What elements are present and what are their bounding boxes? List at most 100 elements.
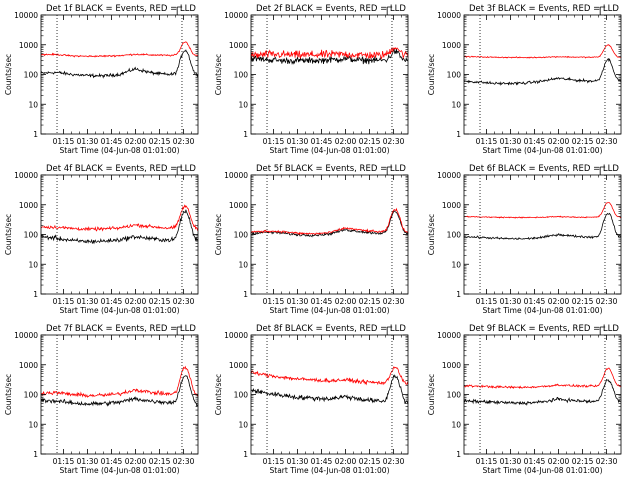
x-tick-label: 01:30	[500, 137, 522, 146]
y-tick-label: 10	[238, 260, 248, 269]
y-axis-label: Counts/sec	[4, 214, 13, 255]
y-tick-label: 10	[28, 260, 38, 269]
x-tick-label: 02:30	[383, 297, 405, 306]
y-axis-label: Counts/sec	[427, 374, 436, 415]
x-tick-label: 02:30	[173, 137, 195, 146]
detector-panel-5: Det 5f BLACK = Events, RED = LLD 1 10 100 10…	[214, 164, 409, 315]
y-axis-label: Counts/sec	[214, 214, 223, 255]
x-tick-label: 02:00	[335, 137, 357, 146]
y-tick-label: 1	[33, 290, 38, 299]
flare-marker	[599, 6, 606, 15]
series-line-events	[40, 209, 199, 245]
y-tick-label: 10	[451, 260, 461, 269]
y-axis-label: Counts/sec	[4, 54, 13, 95]
series-line-lld	[250, 366, 409, 386]
detector-panel-8: Det 8f BLACK = Events, RED = LLD 1 10 100 10…	[214, 324, 409, 475]
x-tick-label: 01:15	[53, 297, 75, 306]
y-axis-label: Counts/sec	[214, 374, 223, 415]
x-axis-label: Start Time (04-Jun-08 01:01:00)	[270, 466, 390, 475]
detector-panel-2: Det 2f BLACK = Events, RED = LLD 1 10 100 10…	[214, 4, 409, 155]
x-tick-label: 01:30	[287, 137, 309, 146]
y-tick-label: 1	[243, 450, 248, 459]
y-tick-label: 1	[33, 450, 38, 459]
panel-title: Det 4f BLACK = Events, RED = LLD	[46, 164, 196, 174]
x-axis-label: Start Time (04-Jun-08 01:01:00)	[60, 146, 180, 155]
series-line-events	[40, 375, 199, 408]
series-line-lld	[40, 41, 199, 58]
y-tick-label: 1	[243, 290, 248, 299]
x-tick-label: 01:45	[311, 137, 333, 146]
x-tick-label: 02:15	[572, 457, 594, 466]
series-line-events	[250, 47, 409, 65]
detector-panel-6: Det 6f BLACK = Events, RED = LLD 1 10 100 10…	[427, 164, 622, 315]
y-axis-label: Counts/sec	[214, 54, 223, 95]
x-tick-label: 02:15	[149, 137, 171, 146]
x-tick-label: 01:45	[524, 137, 546, 146]
y-tick-label: 100	[24, 231, 39, 240]
plot-frame	[250, 14, 409, 135]
detector-panel-4: Det 4f BLACK = Events, RED = LLD 1 10 100 10…	[4, 164, 199, 315]
detector-panel-1: Det 1f BLACK = Events, RED = LLD 1 10 100 10…	[4, 4, 199, 155]
x-tick-label: 01:45	[524, 457, 546, 466]
flare-marker	[176, 166, 183, 175]
flare-marker	[599, 166, 606, 175]
x-tick-label: 02:30	[596, 137, 618, 146]
x-tick-label: 01:15	[263, 457, 285, 466]
y-tick-label: 100	[234, 391, 249, 400]
x-tick-label: 01:30	[287, 297, 309, 306]
y-tick-label: 1000	[229, 361, 248, 370]
series-line-events	[250, 374, 409, 405]
plot-frame	[463, 174, 622, 295]
y-tick-label: 100	[234, 71, 249, 80]
x-tick-label: 02:15	[572, 297, 594, 306]
y-tick-label: 1000	[229, 41, 248, 50]
series-line-events	[463, 378, 622, 406]
x-tick-label: 01:30	[500, 457, 522, 466]
series-line-lld	[463, 44, 621, 59]
x-tick-label: 01:30	[500, 297, 522, 306]
series-line-lld	[463, 202, 622, 219]
series-line-lld	[250, 207, 409, 236]
x-tick-label: 02:30	[173, 297, 195, 306]
y-tick-label: 1000	[442, 201, 461, 210]
x-tick-label: 02:15	[149, 457, 171, 466]
panel-title: Det 3f BLACK = Events, RED = LLD	[469, 4, 619, 14]
y-tick-label: 10000	[224, 331, 248, 340]
y-tick-label: 1	[456, 130, 461, 139]
y-tick-label: 1000	[19, 361, 38, 370]
x-tick-label: 01:45	[101, 297, 123, 306]
y-tick-label: 10	[28, 100, 38, 109]
plot-frame	[463, 14, 622, 135]
plot-frame	[250, 174, 409, 295]
y-tick-label: 100	[24, 391, 39, 400]
x-tick-label: 02:30	[596, 457, 618, 466]
x-axis-label: Start Time (04-Jun-08 01:01:00)	[60, 466, 180, 475]
x-tick-label: 01:45	[311, 297, 333, 306]
x-tick-label: 02:00	[125, 297, 147, 306]
detector-panel-3: Det 3f BLACK = Events, RED = LLD 1 10 100 10…	[427, 4, 622, 155]
flare-marker	[599, 326, 606, 335]
y-tick-label: 1	[456, 290, 461, 299]
series-line-lld	[40, 365, 199, 398]
x-tick-label: 01:45	[524, 297, 546, 306]
x-tick-label: 01:30	[77, 137, 99, 146]
x-tick-label: 01:15	[263, 297, 285, 306]
x-tick-label: 02:00	[548, 457, 570, 466]
x-axis-label: Start Time (04-Jun-08 01:01:00)	[483, 306, 603, 315]
x-tick-label: 02:30	[383, 137, 405, 146]
x-tick-label: 02:30	[173, 457, 195, 466]
x-tick-label: 02:00	[335, 457, 357, 466]
x-tick-label: 02:00	[125, 137, 147, 146]
series-line-lld	[40, 204, 199, 232]
series-line-lld	[463, 367, 622, 389]
x-tick-label: 02:15	[149, 297, 171, 306]
y-tick-label: 100	[24, 71, 39, 80]
plot-frame	[40, 174, 199, 295]
x-tick-label: 01:45	[101, 457, 123, 466]
series-line-lld	[250, 46, 409, 60]
x-tick-label: 02:00	[335, 297, 357, 306]
x-tick-label: 02:00	[125, 457, 147, 466]
x-axis-label: Start Time (04-Jun-08 01:01:00)	[483, 466, 603, 475]
x-axis-label: Start Time (04-Jun-08 01:01:00)	[60, 306, 180, 315]
